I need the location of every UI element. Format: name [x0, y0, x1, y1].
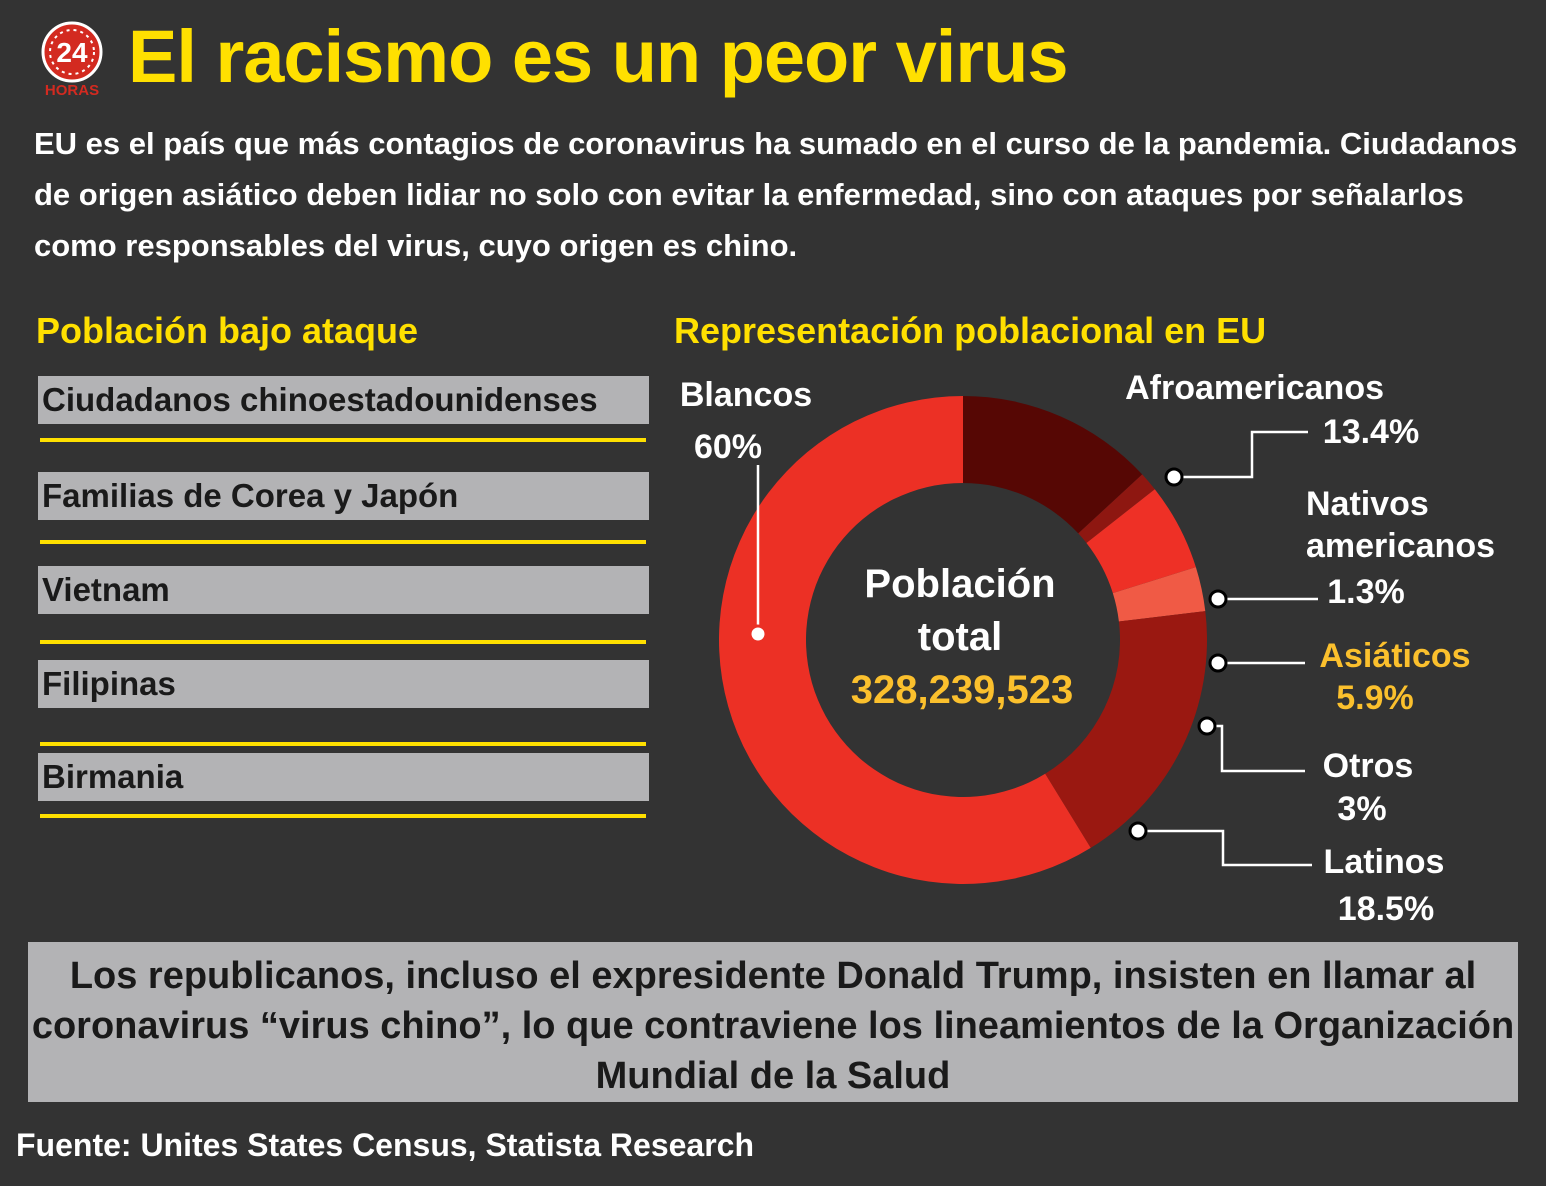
- slice-nativos-americanos: [1078, 474, 1155, 543]
- slice-label-afroamericanos: Afroamericanos: [1125, 369, 1384, 407]
- leader-dot-asiaticos: [1208, 653, 1228, 673]
- leader-dot-latinos: [1128, 821, 1148, 841]
- list-item: Vietnam: [38, 566, 649, 614]
- leader-line-afroamericanos: [1174, 430, 1308, 479]
- leader-dot-afroamericanos: [1164, 467, 1184, 487]
- leader-line-otros: [1207, 724, 1305, 773]
- list-item: Filipinas: [38, 660, 649, 708]
- yellow-divider: [40, 540, 646, 544]
- logo-name: HORAS: [45, 82, 99, 99]
- source-text: Fuente: Unites States Census, Statista R…: [16, 1127, 755, 1163]
- slice-label-otros: Otros: [1323, 747, 1414, 785]
- slice-otros: [1112, 567, 1206, 622]
- slice-blancos: [718, 396, 1091, 885]
- center-label-line2: total: [918, 615, 1002, 659]
- slice-value-afroamericanos: 13.4%: [1323, 413, 1419, 451]
- slice-value-nativos-americanos: 1.3%: [1327, 573, 1405, 611]
- slice-label-nativos-americanos: Nativos: [1306, 485, 1429, 523]
- left-section-title: Población bajo ataque: [36, 310, 419, 351]
- yellow-divider: [40, 438, 646, 442]
- slice-value-otros: 3%: [1337, 790, 1386, 828]
- slice-label-asiaticos: Asiáticos: [1319, 637, 1470, 675]
- slice-afroamericanos: [963, 396, 1143, 534]
- center-total-value: 328,239,523: [851, 668, 1073, 712]
- center-label-line1: Población: [864, 562, 1055, 606]
- slice-asiaticos: [1086, 489, 1196, 594]
- list-item: Familias de Corea y Japón: [38, 472, 649, 520]
- slice-value-latinos: 18.5%: [1338, 890, 1434, 928]
- yellow-divider: [40, 814, 646, 818]
- list-item: Ciudadanos chinoestadounidenses: [38, 376, 649, 424]
- slice-label-blancos: Blancos: [680, 376, 812, 414]
- leader-dot-nativos-americanos: [1208, 589, 1228, 609]
- page-title: El racismo es un peor virus: [128, 15, 1068, 98]
- leader-dot-blancos: [748, 624, 768, 644]
- 24-horas-logo: 24 HORAS: [36, 20, 108, 100]
- slice-value-asiaticos: 5.9%: [1336, 679, 1414, 717]
- slice-latinos: [1045, 611, 1207, 848]
- right-section-title: Representación poblacional en EU: [674, 310, 1267, 351]
- slice-label-nativos-americanos: americanos: [1306, 527, 1495, 565]
- slice-label-latinos: Latinos: [1324, 843, 1445, 881]
- list-item: Birmania: [38, 753, 649, 801]
- logo-number: 24: [56, 37, 88, 68]
- leader-line-latinos: [1138, 829, 1312, 867]
- yellow-divider: [40, 640, 646, 644]
- leader-dot-otros: [1197, 716, 1217, 736]
- yellow-divider: [40, 742, 646, 746]
- note-box: Los republicanos, incluso el expresident…: [28, 942, 1518, 1102]
- slice-value-blancos: 60%: [694, 428, 762, 466]
- intro-text: EU es el país que más contagios de coron…: [34, 126, 1518, 263]
